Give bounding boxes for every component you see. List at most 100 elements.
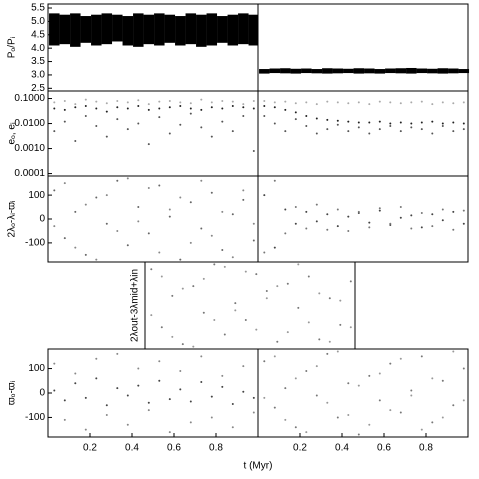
point bbox=[441, 124, 444, 127]
point bbox=[305, 124, 308, 127]
ratio-band bbox=[238, 13, 249, 45]
point bbox=[276, 340, 279, 343]
point bbox=[368, 374, 371, 377]
point bbox=[168, 132, 171, 135]
point bbox=[63, 182, 66, 185]
point bbox=[74, 382, 77, 385]
point bbox=[462, 101, 465, 104]
point bbox=[399, 206, 402, 209]
point bbox=[462, 209, 465, 212]
point bbox=[265, 290, 268, 292]
ratio-band bbox=[269, 68, 281, 74]
point bbox=[410, 101, 413, 104]
point bbox=[244, 270, 247, 273]
point bbox=[105, 102, 108, 105]
ratio-band bbox=[70, 13, 81, 47]
x-tick-label: 0.2 bbox=[83, 443, 97, 454]
point bbox=[168, 208, 171, 211]
point bbox=[315, 203, 318, 206]
y-axis-label: 2λₒ-λᵢ-ϖᵢ bbox=[7, 200, 18, 237]
point bbox=[307, 275, 310, 278]
point bbox=[347, 120, 350, 123]
point bbox=[349, 280, 352, 283]
panel-frame bbox=[47, 348, 259, 438]
panel-frame bbox=[47, 175, 259, 263]
point bbox=[168, 99, 171, 102]
point bbox=[189, 102, 192, 105]
ratio-band bbox=[175, 16, 186, 46]
point bbox=[84, 105, 87, 108]
point bbox=[389, 101, 392, 104]
point bbox=[357, 101, 360, 104]
point bbox=[231, 256, 234, 259]
x-tick-label: 0.6 bbox=[377, 443, 391, 454]
point bbox=[147, 103, 150, 106]
point bbox=[223, 265, 226, 268]
point bbox=[326, 352, 329, 355]
point bbox=[221, 249, 224, 252]
point bbox=[95, 196, 98, 199]
ratio-band bbox=[385, 68, 396, 74]
point bbox=[357, 126, 360, 129]
point bbox=[171, 335, 174, 338]
point bbox=[158, 100, 161, 103]
point bbox=[399, 121, 402, 124]
point bbox=[242, 365, 245, 368]
point bbox=[326, 100, 329, 103]
point bbox=[53, 101, 56, 104]
panel-frame bbox=[144, 261, 356, 350]
point bbox=[420, 355, 423, 358]
point bbox=[53, 225, 56, 228]
point bbox=[179, 105, 182, 108]
ratio-band bbox=[80, 16, 92, 43]
point bbox=[252, 396, 255, 399]
point bbox=[210, 416, 213, 419]
point bbox=[328, 297, 331, 300]
point bbox=[252, 411, 255, 414]
y-tick-label: 0 bbox=[39, 388, 45, 399]
point bbox=[368, 103, 371, 106]
point bbox=[284, 100, 287, 103]
point bbox=[53, 389, 56, 392]
point bbox=[63, 99, 66, 102]
point bbox=[315, 394, 318, 397]
point bbox=[297, 263, 300, 266]
ratio-band bbox=[133, 13, 144, 47]
point bbox=[147, 409, 150, 412]
point bbox=[158, 379, 161, 382]
point bbox=[116, 387, 119, 390]
point bbox=[315, 103, 318, 106]
point bbox=[305, 227, 308, 230]
point bbox=[318, 292, 321, 295]
point bbox=[202, 311, 205, 314]
point bbox=[347, 130, 350, 133]
point bbox=[347, 215, 350, 218]
point bbox=[116, 352, 119, 355]
point bbox=[252, 149, 255, 152]
point bbox=[200, 179, 203, 182]
ratio-band bbox=[185, 13, 197, 45]
point bbox=[431, 421, 434, 424]
point bbox=[378, 207, 381, 210]
point bbox=[284, 108, 287, 111]
point bbox=[273, 406, 276, 409]
point bbox=[179, 101, 182, 104]
point bbox=[336, 350, 339, 353]
point bbox=[213, 319, 216, 321]
point bbox=[160, 326, 163, 329]
point bbox=[431, 120, 434, 123]
point bbox=[431, 132, 434, 135]
point bbox=[286, 331, 289, 334]
point bbox=[420, 121, 423, 124]
point bbox=[399, 130, 402, 133]
y-tick-label: 0.1000 bbox=[14, 93, 45, 104]
panel-frame bbox=[257, 175, 469, 263]
point bbox=[452, 404, 455, 407]
point bbox=[336, 416, 339, 419]
y-tick-label: 3.5 bbox=[31, 56, 45, 67]
point bbox=[105, 110, 108, 113]
point bbox=[179, 196, 182, 199]
point bbox=[431, 213, 434, 216]
point bbox=[452, 121, 455, 124]
point bbox=[53, 107, 56, 110]
